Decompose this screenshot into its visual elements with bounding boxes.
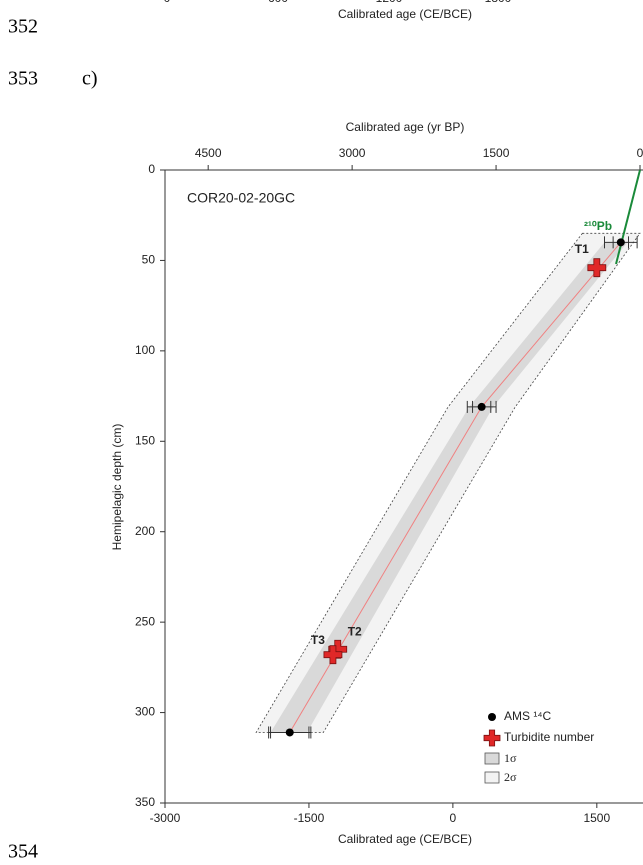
y-tick-label: 100 (135, 343, 155, 357)
turbidite-marker (323, 645, 343, 665)
turbidite-marker (587, 258, 607, 278)
turbidite-label: T1 (575, 242, 589, 256)
x2-tick-label: 0 (637, 146, 643, 160)
line-number: 352 (8, 16, 38, 38)
date-point (477, 402, 486, 411)
x2-tick-label: 3000 (339, 146, 366, 160)
y-label: Hemipelagic depth (cm) (110, 424, 124, 551)
x-tick-label: 1500 (583, 811, 610, 825)
legend-label: AMS ¹⁴C (504, 709, 551, 723)
legend-dot (488, 713, 496, 721)
legend-swatch (484, 771, 500, 784)
legend-label: 2σ (504, 770, 517, 784)
previous-tick-label: 1200 (376, 0, 403, 5)
turbidite-label: T3 (311, 633, 325, 647)
previous-x-label: Calibrated age (CE/BCE) (338, 7, 472, 21)
date-point (285, 728, 294, 737)
pb210-label: ²¹⁰Pb (584, 219, 612, 233)
y-tick-label: 50 (142, 253, 156, 267)
legend-cross (483, 729, 501, 747)
y-tick-label: 0 (148, 162, 155, 176)
panel-label: c) (82, 68, 98, 90)
previous-tick-label: 0 (164, 0, 171, 5)
core-label: COR20-02-20GC (187, 190, 295, 206)
date-point (616, 238, 625, 247)
y-tick-label: 300 (135, 705, 155, 719)
y-tick-label: 350 (135, 795, 155, 809)
line-number: 353 (8, 68, 38, 90)
x-tick-label: -3000 (150, 811, 181, 825)
turbidite-label: T2 (348, 624, 362, 638)
turbidite-marker (328, 639, 348, 659)
x-tick-label: -1500 (294, 811, 325, 825)
previous-tick-label: 600 (268, 0, 288, 5)
pb210-line (615, 169, 641, 265)
legend-swatch (484, 752, 500, 765)
x2-tick-label: 1500 (483, 146, 510, 160)
line-number: 354 (8, 841, 38, 863)
x-label: Calibrated age (CE/BCE) (338, 832, 472, 846)
uncertainty-band (270, 242, 628, 733)
legend-label: 1σ (504, 751, 517, 765)
x-tick-label: 0 (450, 811, 457, 825)
legend-label: Turbidite number (504, 730, 594, 744)
y-tick-label: 200 (135, 524, 155, 538)
y-tick-label: 150 (135, 433, 155, 447)
previous-tick-label: 1800 (485, 0, 512, 5)
x2-label: Calibrated age (yr BP) (346, 120, 465, 134)
y-tick-label: 250 (135, 614, 155, 628)
x2-tick-label: 4500 (195, 146, 222, 160)
